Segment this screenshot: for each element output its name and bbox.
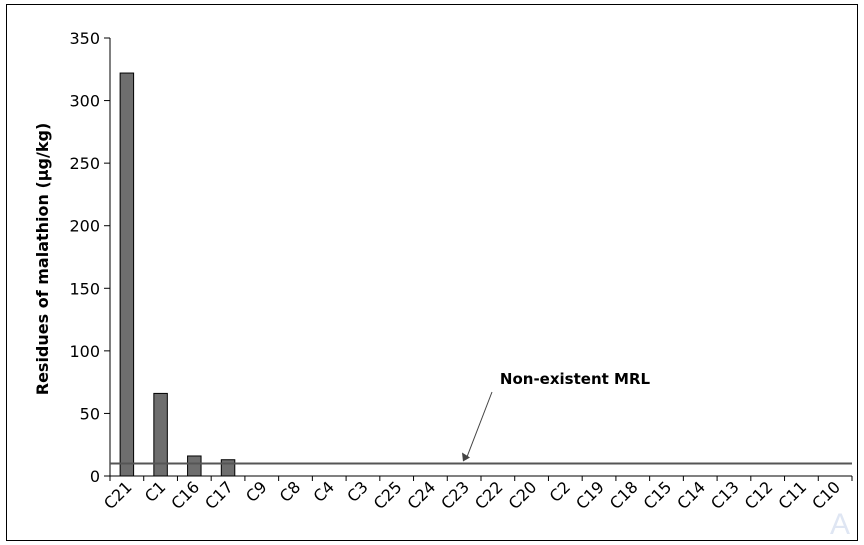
x-tick-label: C16 <box>167 477 203 513</box>
x-tick-label: C24 <box>404 477 440 513</box>
x-tick-label: C23 <box>437 477 473 513</box>
watermark: A <box>830 508 850 541</box>
y-tick-label: 300 <box>69 92 100 111</box>
bar <box>119 72 135 477</box>
y-tick-label: 150 <box>69 279 100 298</box>
x-tick-label: C14 <box>673 477 709 513</box>
x-tick-label: C18 <box>606 477 642 513</box>
x-tick-label: C20 <box>505 477 541 513</box>
x-tick-label: C8 <box>276 477 305 506</box>
y-tick-label: 350 <box>69 29 100 48</box>
mrl-annotation-label: Non-existent MRL <box>500 370 651 388</box>
y-tick-label: 250 <box>69 154 100 173</box>
bar <box>220 459 236 477</box>
y-tick-label: 0 <box>90 467 100 486</box>
bars <box>119 72 236 477</box>
x-tick-label: C2 <box>546 477 575 506</box>
x-tick-label: C21 <box>100 477 136 513</box>
chart-frame <box>6 4 858 541</box>
y-axis-label: Residues of malathion (µg/kg) <box>33 123 52 396</box>
x-tick-label: C11 <box>775 477 811 513</box>
mrl-annotation-arrowhead <box>462 452 470 462</box>
x-tick-label: C25 <box>370 477 406 513</box>
y-axis: 0 50 100 150 200 250 300 350 <box>69 29 111 486</box>
x-tick-label: C17 <box>201 477 237 513</box>
x-tick-label: C3 <box>343 477 372 506</box>
x-tick-label: C15 <box>640 477 676 513</box>
x-tick-label: C1 <box>141 477 170 506</box>
y-tick-label: 50 <box>80 404 100 423</box>
bar <box>187 455 202 477</box>
mrl-annotation-arrow <box>465 391 493 460</box>
x-tick-label: C12 <box>741 477 777 513</box>
x-tick-label: C22 <box>471 477 507 513</box>
bar <box>153 392 168 477</box>
x-tick-label: C4 <box>310 477 339 506</box>
mrl-reference <box>110 391 852 465</box>
y-tick-label: 100 <box>69 342 100 361</box>
y-tick-label: 200 <box>69 217 100 236</box>
x-tick-label: C9 <box>242 477 271 506</box>
x-tick-label: C13 <box>707 477 743 513</box>
x-tick-label: C19 <box>572 477 608 513</box>
